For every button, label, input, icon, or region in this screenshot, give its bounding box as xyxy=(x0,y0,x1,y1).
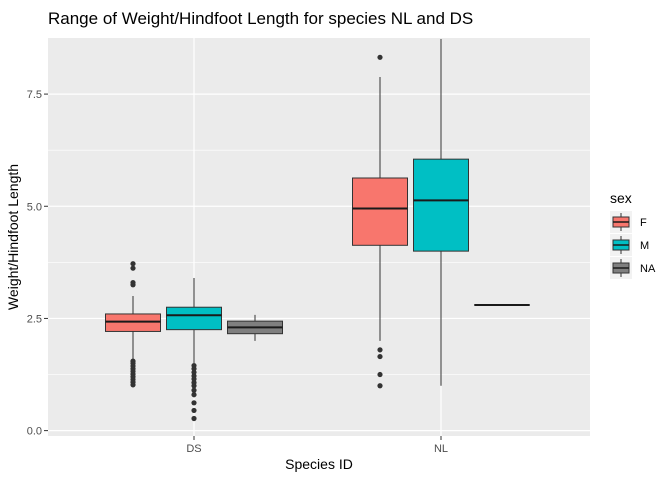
legend-label: M xyxy=(640,240,649,252)
box-M-NL xyxy=(413,38,469,386)
legend: sex FM NA xyxy=(610,190,656,279)
outlier-point xyxy=(130,382,136,388)
box-body xyxy=(352,177,408,246)
y-tick-label: 7.5 xyxy=(27,89,42,101)
box-series xyxy=(105,38,530,422)
x-tick-label: NL xyxy=(434,443,448,455)
legend-title: sex xyxy=(610,190,632,206)
outlier-point xyxy=(130,265,136,271)
outlier-point xyxy=(191,392,197,398)
outlier-point xyxy=(130,261,136,267)
legend-label: NA xyxy=(640,263,656,275)
box-F-DS xyxy=(105,261,161,388)
x-axis-title: Species ID xyxy=(285,456,353,472)
box-body xyxy=(166,306,222,331)
outlier-point xyxy=(377,353,383,360)
outlier-point xyxy=(191,387,197,393)
outlier-point xyxy=(191,376,197,382)
box-F-NL xyxy=(352,54,408,389)
legend-key-NA xyxy=(610,257,632,279)
x-axis: DS NL xyxy=(186,436,448,455)
legend-key-M xyxy=(610,234,632,256)
x-tick-label: DS xyxy=(186,443,201,455)
outlier-point xyxy=(191,415,197,422)
y-axis: 0.0 2.5 5.0 7.5 xyxy=(27,89,48,438)
box-NA-DS xyxy=(227,314,283,341)
outlier-point xyxy=(191,400,197,406)
chart-title: Range of Weight/Hindfoot Length for spec… xyxy=(48,9,473,28)
outlier-point xyxy=(191,407,197,414)
legend-key-F xyxy=(610,211,632,233)
box-M-DS xyxy=(166,278,222,422)
outlier-point xyxy=(377,347,383,353)
legend-label: F xyxy=(640,217,647,229)
outlier-point xyxy=(377,383,383,389)
outlier-point xyxy=(130,282,136,288)
y-axis-title: Weight/Hindfoot Length xyxy=(5,164,21,310)
box-body xyxy=(413,158,469,252)
outlier-point xyxy=(191,366,197,372)
y-tick-label: 0.0 xyxy=(27,426,42,438)
box-body xyxy=(105,313,161,332)
outlier-point xyxy=(377,54,383,60)
y-tick-label: 5.0 xyxy=(27,201,42,213)
outlier-point xyxy=(191,369,197,375)
outlier-point xyxy=(377,371,383,378)
plot-panel xyxy=(48,38,590,436)
outlier-point xyxy=(191,383,197,389)
y-tick-label: 2.5 xyxy=(27,313,42,325)
